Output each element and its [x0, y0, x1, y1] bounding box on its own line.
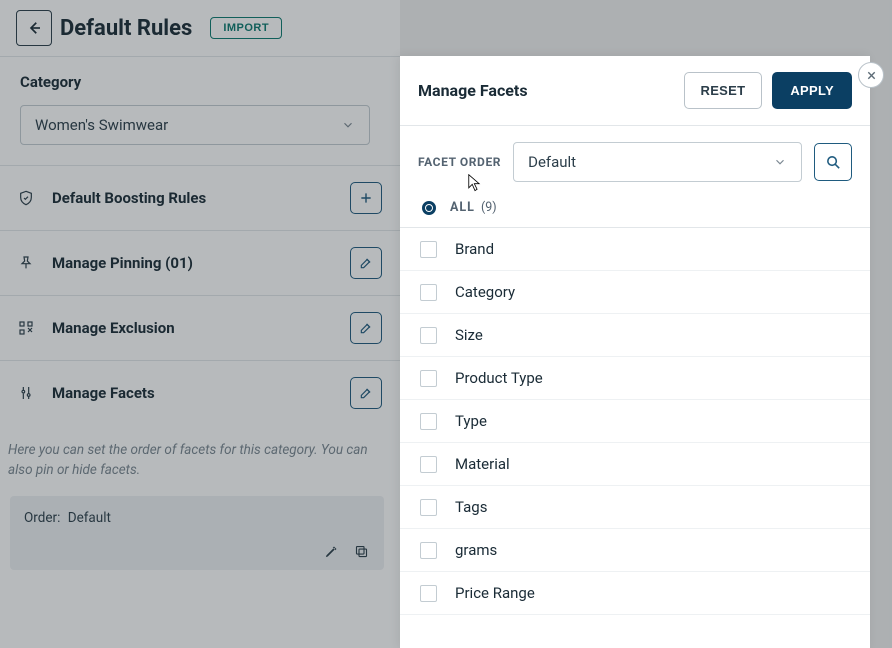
section-pinning: Manage Pinning (01): [0, 231, 400, 296]
facet-list: Brand Category Size Product Type Type Materia…: [400, 228, 870, 648]
apply-button[interactable]: APPLY: [772, 72, 852, 109]
pencil-icon: [324, 544, 339, 559]
category-selected: Women's Swimwear: [35, 116, 168, 134]
section-exclusion: Manage Exclusion: [0, 296, 400, 361]
edit-icon: [359, 256, 373, 270]
search-facets-button[interactable]: [814, 143, 852, 181]
shield-icon: [18, 190, 34, 206]
facet-name: Brand: [455, 240, 494, 258]
checkbox[interactable]: [420, 327, 437, 344]
facet-item[interactable]: grams: [400, 529, 870, 572]
panel-title: Manage Facets: [418, 81, 528, 100]
checkbox[interactable]: [420, 585, 437, 602]
section-title-boosting: Default Boosting Rules: [52, 189, 206, 207]
left-panel: Default Rules IMPORT Category Women's Sw…: [0, 0, 400, 648]
checkbox[interactable]: [420, 456, 437, 473]
add-boosting-button[interactable]: [350, 182, 382, 214]
facet-item[interactable]: Category: [400, 271, 870, 314]
copy-icon: [354, 544, 369, 559]
chevron-down-icon: [341, 118, 355, 132]
order-value: Default: [68, 510, 111, 526]
filter-icon: [18, 385, 34, 401]
import-button[interactable]: IMPORT: [210, 17, 282, 39]
facet-item[interactable]: Product Type: [400, 357, 870, 400]
facet-name: Material: [455, 455, 510, 473]
chevron-down-icon: [773, 155, 787, 169]
facet-name: Tags: [455, 498, 487, 516]
panel-header: Manage Facets RESET APPLY: [400, 56, 870, 126]
checkbox[interactable]: [420, 499, 437, 516]
facet-order-value: Default: [528, 153, 576, 171]
facet-name: Size: [455, 326, 483, 344]
facet-item[interactable]: Price Range: [400, 572, 870, 615]
edit-order-button[interactable]: [324, 544, 340, 560]
edit-exclusion-button[interactable]: [350, 312, 382, 344]
facet-name: grams: [455, 541, 497, 559]
facet-name: Category: [455, 283, 515, 301]
section-facets: Manage Facets: [0, 361, 400, 425]
close-panel-button[interactable]: [858, 62, 884, 88]
close-icon: [866, 70, 877, 81]
manage-facets-panel: Manage Facets RESET APPLY FACET ORDER De…: [400, 56, 870, 648]
exclude-icon: [18, 320, 34, 336]
radio-selected-icon: [422, 201, 436, 215]
order-card: Order: Default: [10, 496, 384, 570]
plus-icon: [359, 191, 373, 205]
section-title-exclusion: Manage Exclusion: [52, 319, 175, 337]
facet-item[interactable]: Tags: [400, 486, 870, 529]
facet-order-label: FACET ORDER: [418, 155, 501, 169]
order-label: Order:: [24, 510, 60, 526]
back-button[interactable]: [16, 10, 52, 46]
checkbox[interactable]: [420, 370, 437, 387]
category-label: Category: [20, 73, 380, 91]
search-icon: [825, 154, 842, 171]
section-title-facets: Manage Facets: [52, 384, 155, 402]
pin-icon: [18, 255, 34, 271]
arrow-left-icon: [25, 19, 43, 37]
category-select[interactable]: Women's Swimwear: [20, 105, 370, 145]
all-filter-row[interactable]: ALL (9): [400, 192, 870, 228]
copy-order-button[interactable]: [354, 544, 370, 560]
facet-name: Price Range: [455, 584, 535, 602]
facet-item[interactable]: Material: [400, 443, 870, 486]
facet-name: Product Type: [455, 369, 543, 387]
edit-facets-button[interactable]: [350, 377, 382, 409]
category-block: Category Women's Swimwear: [0, 57, 400, 166]
all-label: ALL: [450, 200, 475, 215]
facet-order-row: FACET ORDER Default: [400, 126, 870, 192]
facet-order-select[interactable]: Default: [513, 142, 802, 182]
checkbox[interactable]: [420, 241, 437, 258]
facets-description: Here you can set the order of facets for…: [0, 425, 400, 490]
facet-item[interactable]: Type: [400, 400, 870, 443]
all-count: (9): [481, 200, 497, 215]
topbar: Default Rules IMPORT: [0, 0, 400, 57]
section-title-pinning: Manage Pinning (01): [52, 254, 193, 272]
order-line: Order: Default: [24, 510, 370, 526]
reset-button[interactable]: RESET: [684, 72, 763, 109]
edit-pinning-button[interactable]: [350, 247, 382, 279]
facet-item[interactable]: Size: [400, 314, 870, 357]
page-title: Default Rules: [60, 16, 192, 41]
facet-item[interactable]: Brand: [400, 228, 870, 271]
checkbox[interactable]: [420, 542, 437, 559]
facet-name: Type: [455, 412, 487, 430]
section-boosting: Default Boosting Rules: [0, 166, 400, 231]
edit-icon: [359, 386, 373, 400]
checkbox[interactable]: [420, 413, 437, 430]
checkbox[interactable]: [420, 284, 437, 301]
edit-icon: [359, 321, 373, 335]
